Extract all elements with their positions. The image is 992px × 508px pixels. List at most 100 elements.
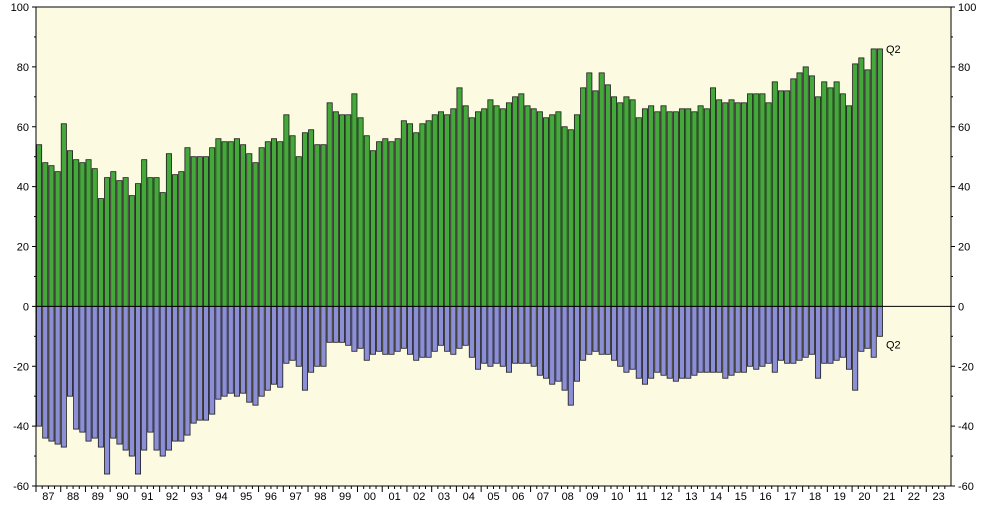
- bar: [215, 305, 222, 400]
- bar: [796, 72, 803, 307]
- y-tick-label: 60: [17, 122, 29, 134]
- bar: [141, 305, 148, 451]
- bar: [734, 102, 741, 307]
- bar: [759, 305, 766, 367]
- bar: [654, 305, 661, 373]
- bar: [147, 177, 154, 307]
- x-tick-label: 95: [240, 491, 252, 503]
- bar: [740, 305, 747, 373]
- bar: [60, 123, 67, 307]
- bar: [277, 141, 284, 307]
- bar: [567, 305, 574, 406]
- bar: [97, 198, 104, 307]
- bar: [165, 305, 172, 451]
- bar: [672, 111, 679, 307]
- bar: [301, 305, 308, 391]
- bar: [586, 305, 593, 355]
- bar: [790, 78, 797, 307]
- bar: [425, 305, 432, 358]
- bar: [209, 305, 216, 415]
- bar: [561, 305, 568, 391]
- bar: [790, 305, 797, 364]
- y-tick-label: 20: [17, 242, 29, 254]
- bar: [314, 144, 321, 307]
- bar: [499, 108, 506, 307]
- bar: [73, 305, 80, 430]
- bar: [777, 90, 784, 307]
- bar: [555, 111, 562, 307]
- bar: [679, 108, 686, 307]
- bar: [36, 305, 43, 427]
- bar: [407, 305, 414, 355]
- bar: [369, 305, 376, 355]
- bar: [128, 305, 135, 457]
- bar: [679, 305, 686, 379]
- x-axis-ticks: 87 88 89 90 91 92 93 94 95 96 97 98 99 00 01 02 03 04 05 06…: [35, 486, 946, 503]
- bar: [827, 87, 834, 307]
- bar: [295, 305, 302, 367]
- bar: [339, 114, 346, 307]
- bar: [419, 123, 426, 307]
- x-tick-label: 96: [265, 491, 277, 503]
- y-tick-label: 100: [958, 2, 976, 14]
- bar: [394, 138, 401, 307]
- bar: [771, 305, 778, 373]
- bar: [666, 305, 673, 379]
- bar: [821, 305, 828, 364]
- bar: [73, 159, 80, 307]
- bar: [388, 141, 395, 307]
- bar: [493, 105, 500, 307]
- y-tick-label: 80: [17, 62, 29, 74]
- bar: [771, 81, 778, 307]
- bar: [184, 147, 191, 307]
- bar: [524, 305, 531, 364]
- bar: [413, 132, 420, 307]
- bar: [728, 305, 735, 376]
- x-tick-label: 90: [116, 491, 128, 503]
- bar: [611, 305, 618, 361]
- x-tick-label: 99: [339, 491, 351, 503]
- bar: [394, 305, 401, 352]
- bar: [530, 305, 537, 367]
- bar: [400, 305, 407, 349]
- bar: [60, 305, 67, 448]
- x-tick-label: 00: [364, 491, 376, 503]
- bar: [703, 108, 710, 307]
- bar: [734, 305, 741, 373]
- bar: [827, 305, 834, 364]
- bar: [85, 159, 92, 307]
- bar: [716, 305, 723, 373]
- bar: [215, 138, 222, 307]
- bar: [685, 108, 692, 307]
- bar: [209, 147, 216, 307]
- bar: [629, 99, 636, 307]
- bar: [611, 96, 618, 307]
- y-tick-label: 80: [958, 62, 970, 74]
- bar: [258, 305, 265, 397]
- bar: [48, 305, 55, 442]
- bar: [369, 150, 376, 307]
- bar: [660, 105, 667, 307]
- bar: [357, 117, 364, 307]
- x-tick-label: 89: [92, 491, 104, 503]
- bar: [858, 57, 865, 307]
- x-tick-label: 98: [314, 491, 326, 503]
- bar: [604, 305, 611, 355]
- bar: [227, 141, 234, 307]
- x-tick-label: 91: [141, 491, 153, 503]
- bar: [382, 305, 389, 355]
- bar: [765, 102, 772, 307]
- bar: [536, 305, 543, 376]
- x-tick-label: 02: [413, 491, 425, 503]
- bar: [54, 305, 61, 445]
- bar: [79, 305, 86, 433]
- bar: [85, 305, 92, 442]
- y-tick-label: 40: [17, 182, 29, 194]
- x-tick-label: 97: [290, 491, 302, 503]
- x-tick-label: 11: [636, 491, 647, 503]
- bar: [808, 75, 815, 307]
- bar: [277, 305, 284, 388]
- x-tick-label: 10: [611, 491, 623, 503]
- bar: [876, 48, 883, 307]
- x-tick-label: 15: [735, 491, 747, 503]
